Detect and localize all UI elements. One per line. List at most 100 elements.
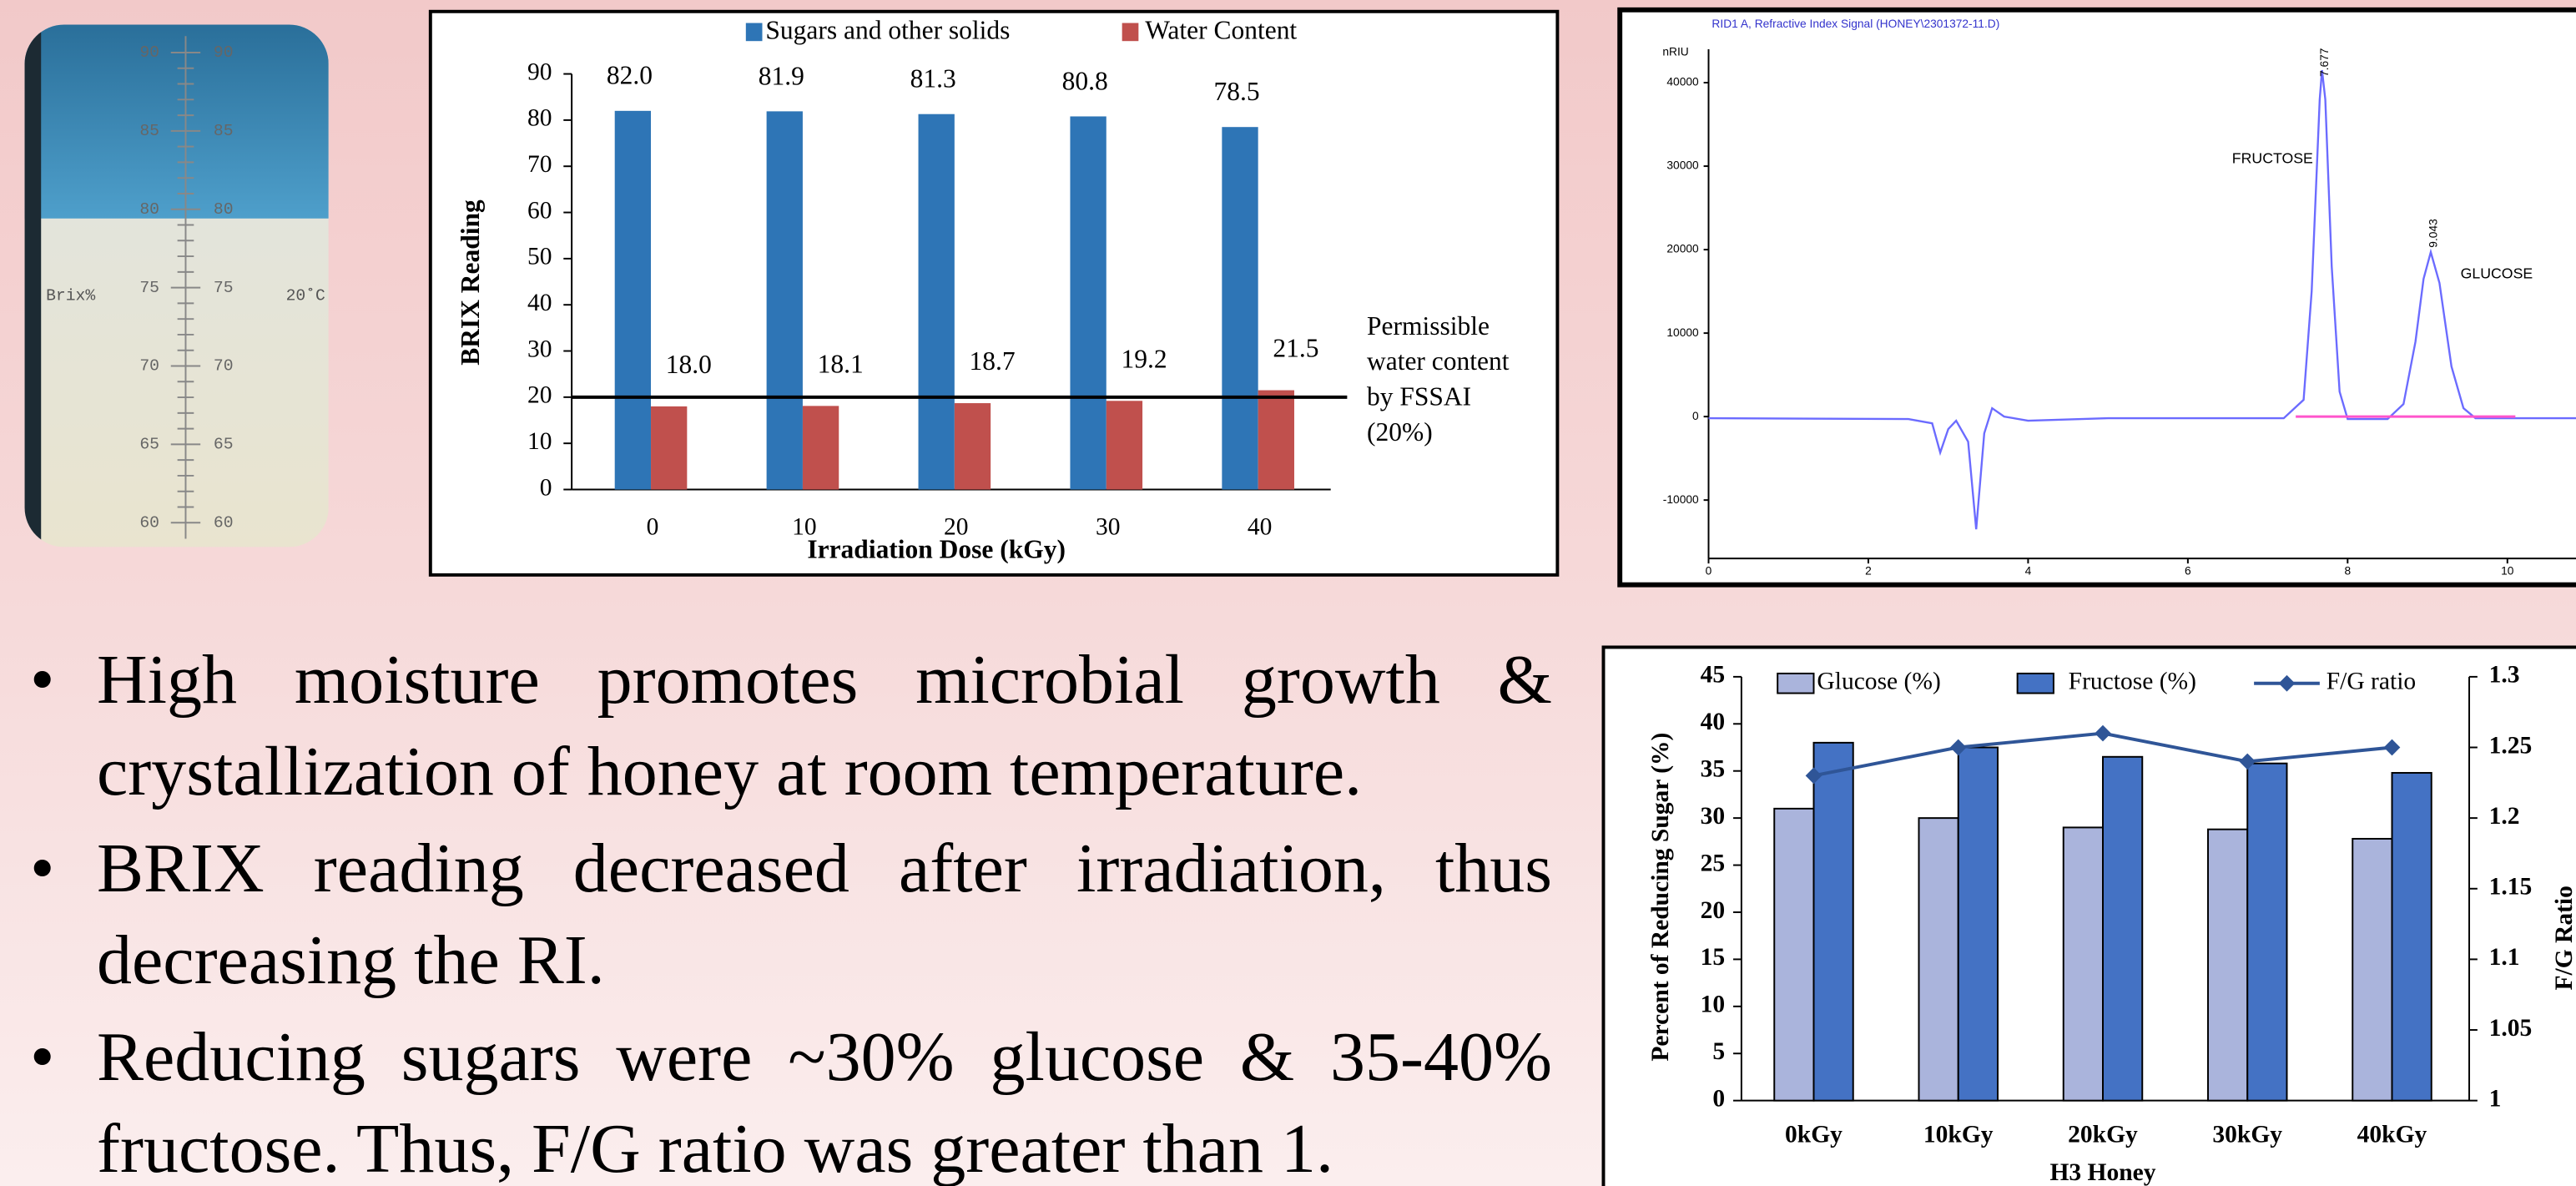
legend-swatch [746, 23, 763, 42]
x-tick-label: 40kGy [2357, 1122, 2427, 1148]
y-tick-label: 20 [1701, 897, 1726, 924]
y-tick-label: 0 [540, 474, 552, 501]
legend-swatch [1777, 674, 1813, 694]
y-tick-label: 5 [1712, 1038, 1725, 1065]
value-label: 82.0 [607, 61, 653, 90]
x-tick-label: 0kGy [1785, 1122, 1843, 1148]
scale-label: 85 [139, 122, 159, 140]
x-tick-label: 10 [2501, 565, 2514, 578]
scale-label: 75 [214, 279, 234, 297]
bar [1258, 391, 1294, 490]
y-tick-label: 0 [1712, 1085, 1725, 1112]
y-tick-label: 30000 [1666, 159, 1699, 172]
scale-label: 80 [139, 200, 159, 219]
legend-label: Glucose (%) [1817, 669, 1940, 695]
peak-name: GLUCOSE [2461, 265, 2533, 281]
scale-label: 90 [214, 43, 234, 62]
y-tick-label: 30 [527, 336, 552, 362]
bullet-list: High moisture promotes microbial growth … [25, 634, 1552, 1186]
scale-label: 90 [139, 43, 159, 62]
scale-label: 65 [139, 436, 159, 454]
bar [615, 111, 651, 490]
bar [1958, 748, 1998, 1101]
x-tick-label: 8 [2344, 565, 2351, 578]
y-tick-label: 40 [527, 290, 552, 316]
bullet-item: Reducing sugars were ~30% glucose & 35-4… [25, 1012, 1552, 1186]
y2-tick-label: 1.15 [2489, 874, 2533, 901]
x-tick-label: 2 [1865, 565, 1872, 578]
x-tick-label: 0 [1706, 565, 1712, 578]
y2-tick-label: 1 [2489, 1085, 2502, 1112]
legend-swatch [2018, 674, 2054, 694]
peak-name: FRUCTOSE [2232, 150, 2313, 167]
legend-label: Water Content [1145, 16, 1297, 45]
scale-unit: Brix% [46, 286, 95, 305]
x-tick-label: 6 [2185, 565, 2191, 578]
refractometer-edge [25, 25, 42, 548]
value-label: 18.1 [818, 349, 864, 378]
y-tick-label: 10 [527, 428, 552, 455]
y-tick-label: 90 [527, 58, 552, 85]
bar [1774, 809, 1813, 1101]
value-label: 18.0 [666, 350, 712, 379]
peak-retention: 9.043 [2427, 219, 2440, 248]
y-tick-label: 40 [1701, 709, 1726, 735]
y-tick-label: 80 [527, 105, 552, 132]
legend-label: Sugars and other solids [765, 16, 1010, 45]
value-label: 81.9 [759, 61, 804, 90]
scale-label: 80 [214, 200, 234, 219]
x-tick-label: 10kGy [1923, 1122, 1994, 1148]
value-label: 19.2 [1121, 344, 1167, 373]
scale-label: 70 [214, 357, 234, 376]
bar [1919, 818, 1958, 1101]
bullet-item: BRIX reading decreased after irradiation… [25, 823, 1552, 1007]
reference-label: Permissible [1367, 311, 1490, 341]
y-tick-label: 60 [527, 197, 552, 224]
scale-label: 60 [139, 513, 159, 532]
bar [955, 403, 991, 489]
x-axis-title: H3 Honey [2049, 1159, 2155, 1186]
value-label: 81.3 [910, 64, 956, 93]
reference-label: water content [1367, 346, 1510, 376]
bar [803, 406, 839, 489]
y-axis-title: BRIX Reading [456, 199, 485, 366]
y-tick-label: 20000 [1666, 243, 1699, 255]
bar [2064, 827, 2103, 1100]
legend-label: Fructose (%) [2069, 669, 2196, 695]
x-tick-label: 40 [1248, 514, 1273, 541]
legend-swatch [1122, 23, 1139, 42]
bar [1107, 401, 1142, 489]
scale-label: 75 [139, 279, 159, 297]
scale-label: 60 [214, 513, 234, 532]
reference-label: (20%) [1367, 417, 1433, 447]
bar [2392, 773, 2432, 1101]
scale-label: 65 [214, 436, 234, 454]
x-tick-label: 20kGy [2068, 1122, 2138, 1148]
y-tick-label: 30 [1701, 803, 1726, 830]
value-label: 18.7 [970, 346, 1016, 376]
x-tick-label: 30kGy [2212, 1122, 2282, 1148]
y-unit: nRIU [1662, 46, 1688, 58]
bar [651, 406, 687, 490]
y2-tick-label: 1.05 [2489, 1015, 2533, 1042]
x-tick-label: 0 [647, 514, 659, 541]
y-tick-label: 0 [1692, 410, 1699, 422]
value-label: 21.5 [1273, 334, 1318, 363]
y-axis-title: Percent of Reducing Sugar (%) [1647, 733, 1674, 1062]
x-tick-label: 4 [2025, 565, 2032, 578]
legend-label: F/G ratio [2326, 669, 2416, 695]
scale-label: 85 [214, 122, 234, 140]
bar [2247, 764, 2286, 1101]
y-tick-label: 50 [527, 244, 552, 270]
y-tick-label: 35 [1701, 755, 1726, 782]
y-tick-label: 20 [527, 382, 552, 409]
bullet-item: High moisture promotes microbial growth … [25, 634, 1552, 818]
y-tick-label: 45 [1701, 662, 1726, 689]
y2-tick-label: 1.2 [2489, 803, 2520, 830]
y-tick-label: -10000 [1663, 493, 1699, 506]
reference-label: by FSSAI [1367, 381, 1471, 411]
y-tick-label: 10 [1701, 992, 1726, 1018]
slide: 9090858580807575707065656060Brix%20˚C 01… [0, 0, 2576, 1186]
y-tick-label: 10000 [1666, 326, 1699, 339]
y-tick-label: 70 [527, 151, 552, 178]
